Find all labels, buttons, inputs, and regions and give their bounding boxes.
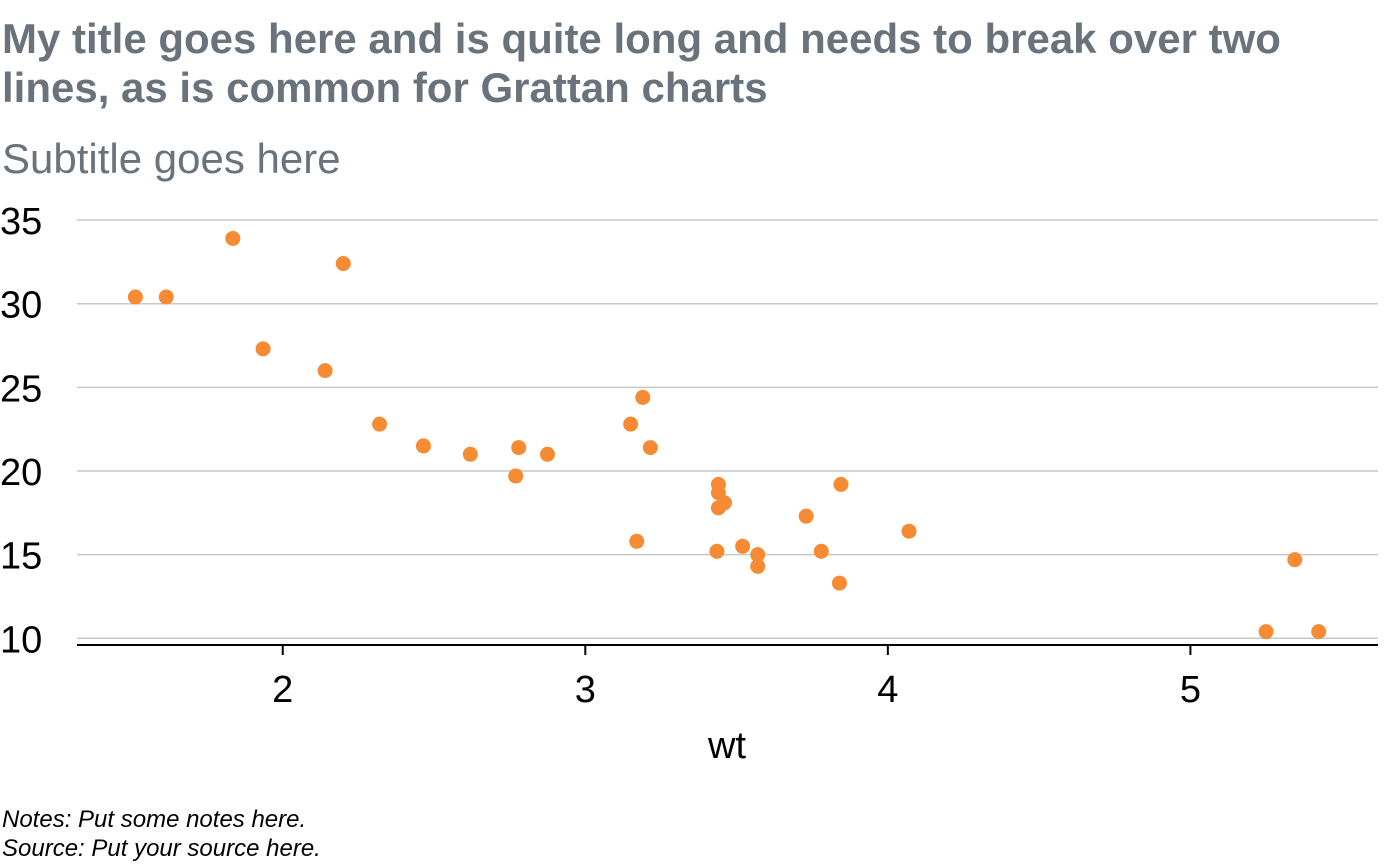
scatter-point-25 <box>255 341 271 357</box>
x-tick-label: 2 <box>272 669 293 711</box>
scatter-point-17 <box>335 256 351 272</box>
scatter-point-23 <box>831 575 847 591</box>
scatter-point-16 <box>1287 552 1303 568</box>
scatter-point-6 <box>750 558 766 574</box>
scatter-point-14 <box>1258 624 1274 640</box>
scatter-point-13 <box>813 543 829 559</box>
scatter-point-0 <box>462 446 478 462</box>
chart-title: My title goes here and is quite long and… <box>2 14 1400 112</box>
source-line: Source: Put your source here. <box>2 835 321 862</box>
scatter-point-7 <box>635 389 651 405</box>
scatter-point-27 <box>127 289 143 305</box>
scatter-point-29 <box>508 468 524 484</box>
scatter-point-30 <box>750 547 766 563</box>
scatter-point-1 <box>539 446 555 462</box>
scatter-point-21 <box>735 538 751 554</box>
x-axis <box>77 644 1378 655</box>
notes-line: Notes: Put some notes here. <box>2 806 307 833</box>
data-points <box>127 230 1327 640</box>
scatter-point-11 <box>901 523 917 539</box>
scatter-point-12 <box>798 508 814 524</box>
scatter-point-20 <box>415 438 431 454</box>
scatter-point-28 <box>629 533 645 549</box>
scatter-point-2 <box>372 416 388 432</box>
y-tick-label: 30 <box>0 285 42 327</box>
x-tick-label: 5 <box>1180 669 1201 711</box>
y-tick-label: 25 <box>0 368 42 410</box>
scatter-point-15 <box>1311 624 1327 640</box>
chart-notes: Notes: Put some notes here. Source: Put … <box>2 805 321 863</box>
scatter-point-19 <box>225 230 241 246</box>
scatter-point-3 <box>642 440 658 456</box>
chart-title-line-1: My title goes here and is quite long and… <box>2 15 1281 62</box>
chart-title-line-2: lines, as is common for Grattan charts <box>2 64 768 111</box>
scatter-point-22 <box>709 543 725 559</box>
scatter-point-18 <box>158 289 174 305</box>
x-tick-label: 3 <box>575 669 596 711</box>
scatter-point-24 <box>833 476 849 492</box>
y-tick-label: 20 <box>0 452 42 494</box>
scatter-point-31 <box>511 440 527 456</box>
y-tick-label: 35 <box>0 201 42 243</box>
scatter-point-9 <box>710 476 726 492</box>
x-axis-tick-labels: 2 3 4 5 <box>272 669 1201 711</box>
chart-subtitle: Subtitle goes here <box>2 135 341 182</box>
y-tick-label: 10 <box>0 619 42 661</box>
scatter-point-10 <box>710 500 726 516</box>
x-axis-label: wt <box>707 725 746 767</box>
gridlines <box>77 219 1378 640</box>
x-tick-label: 4 <box>877 669 898 711</box>
scatter-point-8 <box>623 416 639 432</box>
scatter-point-26 <box>317 363 333 379</box>
y-axis-tick-labels: 10 15 20 25 30 35 <box>0 201 42 661</box>
y-tick-label: 15 <box>0 536 42 578</box>
